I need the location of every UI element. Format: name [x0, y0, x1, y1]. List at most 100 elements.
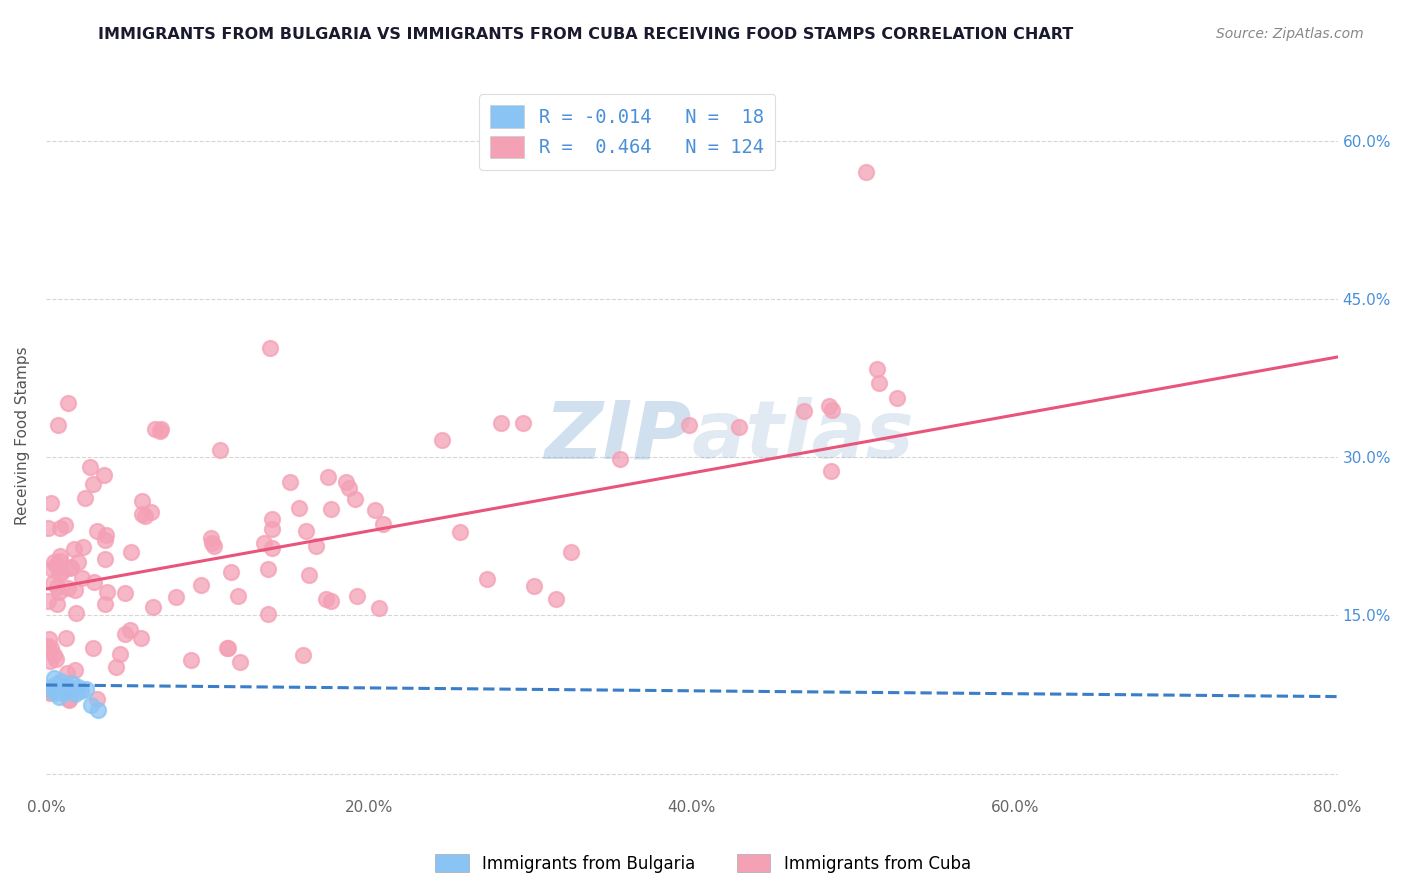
- Point: [49, 673, 72, 688]
- Point: [260, 541, 283, 555]
- Point: [114, 586, 136, 600]
- Point: [94, 533, 117, 547]
- Point: [38, 685, 60, 699]
- Point: [58, 396, 80, 410]
- Point: [315, 592, 337, 607]
- Point: [39, 641, 62, 656]
- Point: [56, 666, 79, 681]
- Point: [51, 566, 73, 581]
- Point: [45, 558, 67, 572]
- Point: [165, 590, 187, 604]
- Point: [217, 640, 239, 655]
- Point: [298, 567, 321, 582]
- Point: [46, 418, 69, 433]
- Point: [866, 362, 889, 376]
- Point: [190, 578, 212, 592]
- Point: [793, 404, 815, 418]
- Point: [523, 579, 546, 593]
- Point: [60, 560, 83, 574]
- Point: [449, 525, 471, 540]
- Point: [48, 690, 70, 704]
- Point: [60, 676, 83, 690]
- Point: [93, 468, 115, 483]
- Point: [142, 600, 165, 615]
- Point: [609, 452, 631, 467]
- Point: [260, 522, 283, 536]
- Point: [37, 593, 59, 607]
- Point: [72, 541, 94, 555]
- Point: [489, 417, 512, 431]
- Point: [319, 502, 342, 516]
- Point: [226, 590, 249, 604]
- Point: [139, 505, 162, 519]
- Point: [288, 500, 311, 515]
- Text: IMMIGRANTS FROM BULGARIA VS IMMIGRANTS FROM CUBA RECEIVING FOOD STAMPS CORRELATI: IMMIGRANTS FROM BULGARIA VS IMMIGRANTS F…: [98, 27, 1074, 42]
- Point: [45, 580, 67, 594]
- Point: [39, 654, 62, 668]
- Point: [821, 403, 844, 417]
- Point: [65, 663, 87, 677]
- Point: [41, 575, 63, 590]
- Point: [45, 652, 67, 666]
- Point: [150, 422, 173, 436]
- Point: [257, 607, 280, 622]
- Point: [86, 691, 108, 706]
- Point: [65, 606, 87, 620]
- Point: [38, 632, 60, 646]
- Point: [51, 682, 73, 697]
- Point: [48, 560, 70, 574]
- Point: [37, 521, 59, 535]
- Point: [42, 671, 65, 685]
- Point: [368, 601, 391, 615]
- Point: [560, 545, 582, 559]
- Point: [319, 594, 342, 608]
- Point: [727, 419, 749, 434]
- Point: [44, 648, 66, 663]
- Point: [48, 585, 70, 599]
- Point: [53, 518, 76, 533]
- Point: [41, 562, 63, 576]
- Point: [66, 555, 89, 569]
- Point: [855, 165, 877, 179]
- Point: [475, 572, 498, 586]
- Point: [58, 692, 80, 706]
- Point: [53, 685, 76, 699]
- Point: [45, 598, 67, 612]
- Point: [120, 545, 142, 559]
- Point: [75, 682, 97, 697]
- Point: [45, 686, 67, 700]
- Legend: R = -0.014   N =  18, R =  0.464   N = 124: R = -0.014 N = 18, R = 0.464 N = 124: [479, 94, 775, 169]
- Point: [63, 688, 86, 702]
- Legend: Immigrants from Bulgaria, Immigrants from Cuba: Immigrants from Bulgaria, Immigrants fro…: [429, 847, 977, 880]
- Point: [110, 647, 132, 661]
- Point: [56, 679, 79, 693]
- Point: [200, 531, 222, 545]
- Point: [346, 589, 368, 603]
- Point: [131, 507, 153, 521]
- Point: [259, 341, 281, 355]
- Point: [208, 443, 231, 458]
- Point: [217, 641, 239, 656]
- Point: [131, 493, 153, 508]
- Point: [129, 631, 152, 645]
- Point: [149, 424, 172, 438]
- Point: [305, 539, 328, 553]
- Point: [86, 524, 108, 539]
- Point: [432, 433, 454, 447]
- Text: atlas: atlas: [692, 397, 914, 475]
- Point: [94, 597, 117, 611]
- Point: [363, 502, 385, 516]
- Point: [114, 627, 136, 641]
- Point: [49, 554, 72, 568]
- Point: [67, 680, 90, 694]
- Point: [253, 535, 276, 549]
- Point: [868, 376, 890, 391]
- Point: [180, 653, 202, 667]
- Point: [41, 684, 63, 698]
- Point: [70, 684, 93, 698]
- Point: [544, 592, 567, 607]
- Point: [256, 562, 278, 576]
- Point: [512, 417, 534, 431]
- Point: [42, 555, 65, 569]
- Text: Source: ZipAtlas.com: Source: ZipAtlas.com: [1216, 27, 1364, 41]
